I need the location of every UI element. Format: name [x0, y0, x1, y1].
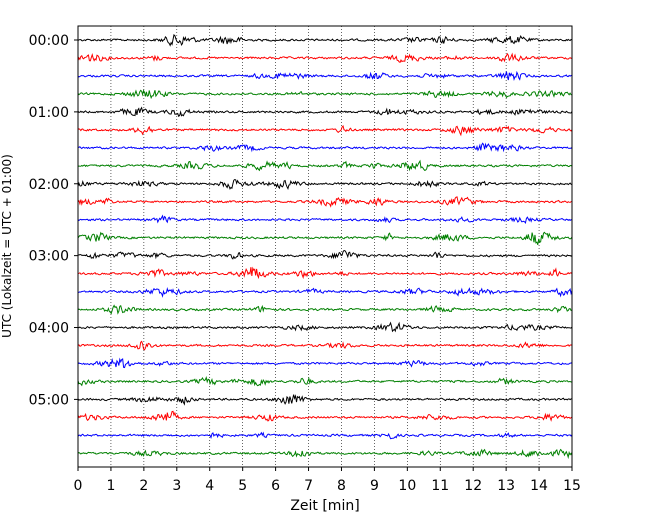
y-tick-label: 03:00 [29, 249, 69, 265]
seismogram-trace [77, 266, 573, 280]
seismogram-trace [77, 159, 573, 172]
y-tick-label: 04:00 [29, 321, 69, 337]
x-tick-label: 13 [497, 478, 515, 494]
plot-frame [77, 25, 573, 468]
y-axis-label: UTC (Lokalzeit = UTC + 01:00) [0, 154, 14, 338]
x-tick-label: 0 [74, 478, 83, 494]
seismogram-trace [77, 357, 573, 369]
plot-background [78, 26, 572, 467]
seismogram-trace [77, 33, 573, 47]
seismogram-trace [77, 178, 573, 190]
x-tick-label: 4 [205, 478, 214, 494]
x-tick-label: 1 [106, 478, 115, 494]
x-tick-label: 12 [464, 478, 482, 494]
y-axis-ticks: 00:00 01:00 02:00 03:00 04:00 05:00 [29, 33, 78, 408]
seismogram-trace [77, 214, 573, 224]
seismogram-trace [77, 286, 573, 298]
x-tick-label: 11 [431, 478, 449, 494]
seismogram-trace [77, 448, 573, 460]
seismogram-trace [77, 410, 573, 422]
seismogram-trace [77, 70, 573, 82]
seismogram-trace [77, 142, 573, 153]
x-axis-label: Zeit [min] [290, 498, 359, 514]
seismogram-trace [77, 125, 573, 137]
seismogram-trace [77, 106, 573, 118]
seismogram-trace [77, 340, 573, 351]
seismogram-trace [77, 250, 573, 260]
x-tick-label: 6 [271, 478, 280, 494]
x-tick-label: 9 [370, 478, 379, 494]
x-tick-label: 10 [398, 478, 416, 494]
x-tick-label: 5 [238, 478, 247, 494]
seismogram-trace [77, 376, 573, 387]
seismogram-trace [77, 304, 573, 315]
x-axis-ticks: 0 1 2 3 4 5 6 7 8 9 10 11 12 13 14 15 [74, 467, 581, 494]
seismogram-trace [77, 394, 573, 406]
seismogram-trace [77, 196, 573, 208]
seismogram-trace [77, 431, 573, 440]
x-tick-label: 7 [304, 478, 313, 494]
y-tick-label: 00:00 [29, 33, 69, 49]
x-tick-label: 14 [530, 478, 548, 494]
seismogram-trace [77, 321, 573, 333]
seismogram-traces [77, 33, 573, 460]
y-tick-label: 01:00 [29, 105, 69, 121]
y-tick-label: 02:00 [29, 177, 69, 193]
x-tick-label: 2 [139, 478, 148, 494]
x-tick-label: 8 [337, 478, 346, 494]
seismogram-trace [77, 231, 573, 246]
seismogram-trace [77, 52, 573, 64]
seismogram-trace [77, 89, 573, 100]
y-tick-label: 05:00 [29, 392, 69, 408]
x-tick-label: 3 [172, 478, 181, 494]
x-tick-label: 15 [563, 478, 581, 494]
